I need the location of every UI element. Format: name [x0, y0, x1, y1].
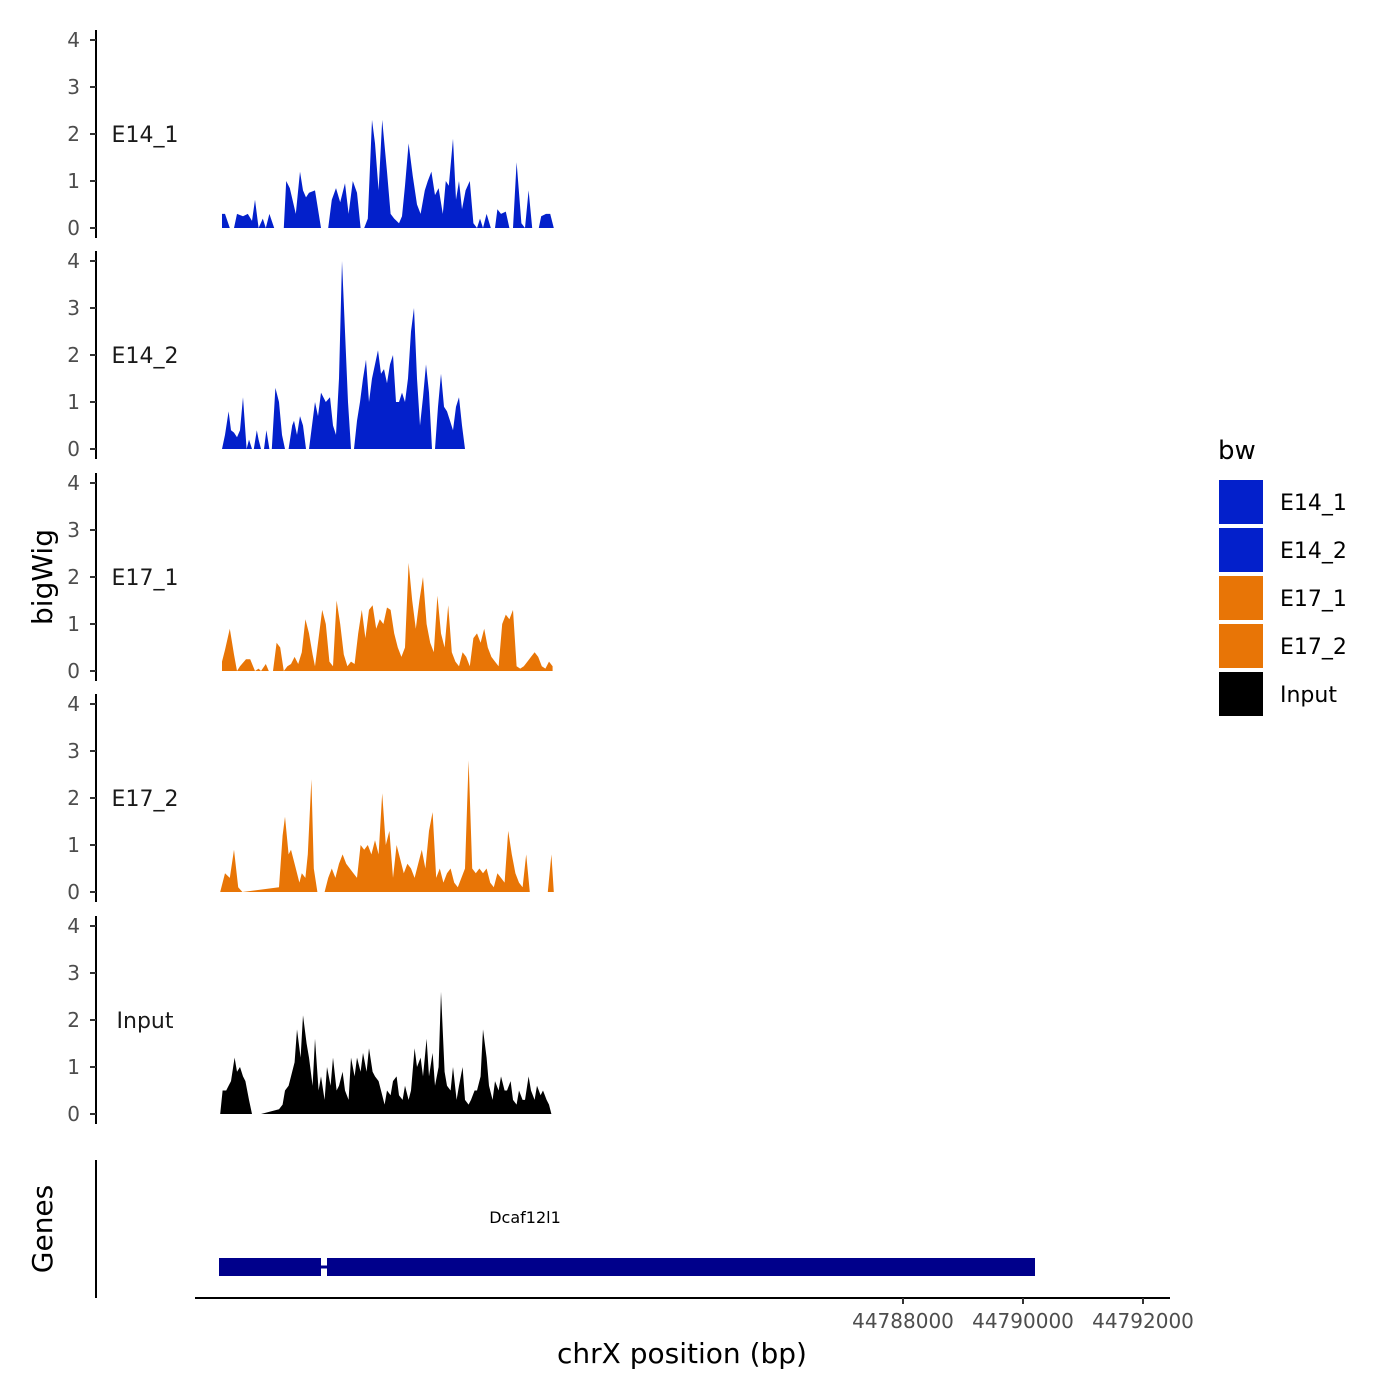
y-tick-label: 0 [67, 880, 80, 904]
legend-label: E17_1 [1280, 587, 1347, 612]
y-tick-label: 1 [67, 390, 80, 414]
signal-area-E14_2 [222, 261, 539, 449]
y-tick-label: 1 [67, 1055, 80, 1079]
y-tick-label: 3 [67, 961, 80, 985]
signal-area-E17_1 [222, 562, 553, 671]
genes-axis-title: Genes [26, 1185, 59, 1273]
track-E17_2: 0 1 2 3 4 E17_2 [67, 692, 554, 904]
legend-label: E17_2 [1280, 635, 1347, 660]
y-tick-label: 0 [67, 1102, 80, 1126]
legend-label: E14_1 [1280, 491, 1347, 516]
y-tick-label: 2 [67, 122, 80, 146]
legend-swatch [1217, 622, 1265, 670]
track-Input: 0 1 2 3 4 Input [67, 914, 552, 1126]
gene-exon [327, 1258, 1035, 1276]
y-tick-label: 0 [67, 216, 80, 240]
signal-area-Input [220, 991, 552, 1114]
y-tick-label: 1 [67, 169, 80, 193]
y-axis-title: bigWig [26, 529, 59, 625]
bigwig-tracks: 0 1 2 3 4 E14_1 0 1 2 3 4 E14_2 0 1 2 3 4 E17_1 0 1 2 3 4 E17_2… [67, 28, 554, 1126]
y-tick-label: 3 [67, 296, 80, 320]
genes-panel: Genes Dcaf12l1 [26, 1160, 1035, 1298]
track-label: E17_2 [112, 787, 179, 812]
y-tick-label: 0 [67, 659, 80, 683]
legend-swatch [1217, 526, 1265, 574]
track-E14_1: 0 1 2 3 4 E14_1 [67, 28, 554, 240]
track-E14_2: 0 1 2 3 4 E14_2 [67, 249, 539, 461]
legend-swatch [1217, 574, 1265, 622]
y-tick-label: 2 [67, 343, 80, 367]
x-tick-label: 44788000 [852, 1309, 954, 1333]
legend-title: bw [1218, 436, 1256, 466]
y-tick-label: 2 [67, 1008, 80, 1032]
legend-swatch [1217, 478, 1265, 526]
y-tick-label: 0 [67, 437, 80, 461]
legend-label: Input [1280, 683, 1337, 708]
gene-shapes: Dcaf12l1 [219, 1208, 1035, 1276]
legend-swatch [1217, 670, 1265, 718]
legend: bw E14_1 E14_2 E17_1 E17_2 Input [1217, 436, 1347, 718]
y-tick-label: 4 [67, 471, 80, 495]
y-tick-label: 4 [67, 249, 80, 273]
track-label: Input [117, 1009, 174, 1034]
y-tick-label: 1 [67, 833, 80, 857]
signal-area-E17_2 [220, 760, 554, 892]
track-label: E14_2 [112, 344, 179, 369]
y-tick-label: 4 [67, 692, 80, 716]
x-tick-label: 44792000 [1092, 1309, 1194, 1333]
y-tick-label: 3 [67, 739, 80, 763]
track-label: E17_1 [112, 566, 179, 591]
y-tick-label: 2 [67, 565, 80, 589]
track-label: E14_1 [112, 123, 179, 148]
y-tick-label: 4 [67, 914, 80, 938]
x-tick-label: 44790000 [972, 1309, 1074, 1333]
signal-area-E14_1 [222, 119, 554, 228]
legend-label: E14_2 [1280, 539, 1347, 564]
y-tick-label: 3 [67, 75, 80, 99]
gene-Dcaf12l1: Dcaf12l1 [219, 1208, 1035, 1276]
y-tick-label: 2 [67, 786, 80, 810]
y-tick-label: 4 [67, 28, 80, 52]
y-tick-label: 3 [67, 518, 80, 542]
gene-label: Dcaf12l1 [489, 1208, 561, 1227]
y-tick-label: 1 [67, 612, 80, 636]
track-E17_1: 0 1 2 3 4 E17_1 [67, 471, 553, 683]
gene-exon [219, 1258, 321, 1276]
x-axis: 44788000 44790000 44792000 [195, 1297, 1194, 1333]
x-axis-title: chrX position (bp) [557, 1337, 807, 1370]
